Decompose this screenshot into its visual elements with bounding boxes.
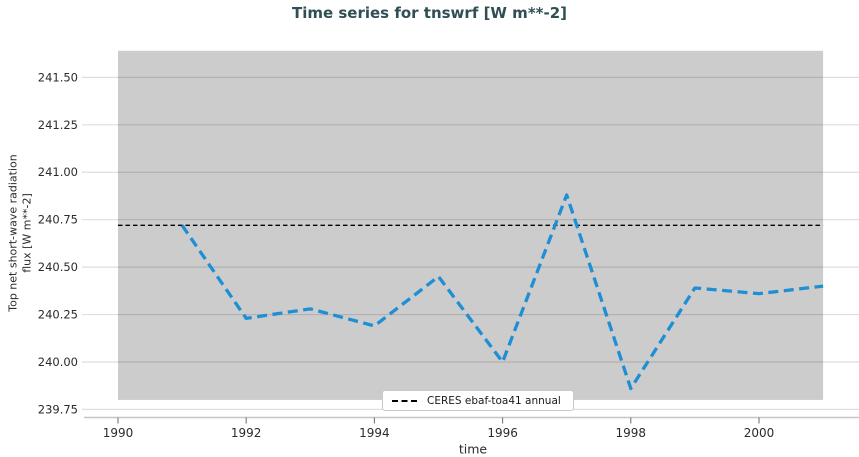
x-tick-label: 1998: [616, 426, 647, 440]
x-tick-label: 1990: [103, 426, 134, 440]
x-tick-label: 1992: [231, 426, 262, 440]
y-tick-label: 240.25: [38, 308, 78, 322]
y-tick-label: 240.00: [38, 355, 78, 369]
y-tick-label: 240.75: [38, 213, 78, 227]
chart-title: Time series for tnswrf [W m**-2]: [291, 4, 568, 22]
legend-label: CERES ebaf-toa41 annual: [427, 394, 561, 407]
y-tick-label: 240.50: [38, 260, 78, 274]
series-line-tnswrf: [180, 193, 824, 391]
x-axis-label: time: [458, 441, 488, 457]
y-tick-label: 241.25: [38, 118, 78, 132]
reference-dashed-line-swatch: [392, 399, 417, 402]
y-tick-label: 239.75: [38, 402, 78, 416]
y-axis-label: Top net short-wave radiation flux [W m**…: [6, 154, 34, 312]
x-tick-label: 1996: [487, 426, 518, 440]
legend: CERES ebaf-toa41 annual: [382, 390, 574, 411]
y-tick-label: 241.50: [38, 70, 78, 84]
x-tick-label: 2000: [744, 426, 775, 440]
x-tick-label: 1994: [359, 426, 390, 440]
y-tick-label: 241.00: [38, 165, 78, 179]
